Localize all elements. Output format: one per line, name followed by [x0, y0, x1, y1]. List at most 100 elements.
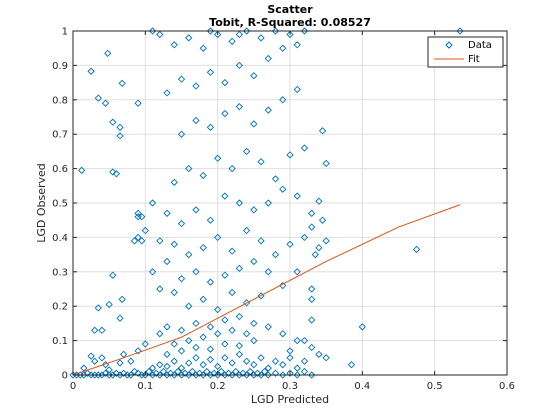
data-point	[221, 316, 229, 324]
y-tick-label: 0.1	[52, 336, 68, 347]
data-point	[315, 350, 323, 358]
data-point	[228, 164, 236, 173]
data-point	[279, 185, 287, 193]
data-point	[235, 61, 244, 70]
data-point	[308, 343, 316, 352]
data-point	[224, 369, 233, 377]
data-point	[206, 216, 215, 224]
data-point	[192, 319, 200, 328]
data-point	[250, 361, 258, 369]
data-point	[221, 371, 229, 379]
data-point	[119, 369, 128, 377]
fit-line	[72, 204, 461, 376]
data-point	[257, 354, 265, 362]
data-point	[170, 371, 178, 379]
data-point	[127, 371, 135, 379]
data-point	[177, 130, 186, 138]
data-point	[116, 123, 124, 131]
data-point	[177, 75, 186, 83]
data-point	[271, 357, 280, 365]
data-point	[138, 213, 146, 221]
data-point	[177, 347, 186, 355]
data-point	[286, 347, 294, 355]
y-tick-label: 1	[62, 27, 68, 38]
data-point	[412, 245, 421, 254]
data-point	[257, 371, 265, 379]
data-point	[177, 275, 186, 283]
data-point	[206, 355, 215, 364]
data-point	[286, 151, 294, 159]
data-point	[221, 192, 229, 200]
legend-data-label: Data	[468, 40, 492, 51]
data-point	[152, 369, 160, 377]
data-point	[206, 278, 215, 286]
data-point	[293, 268, 301, 276]
data-point	[286, 369, 294, 377]
data-point	[138, 237, 146, 245]
data-point	[456, 27, 464, 35]
data-point	[308, 371, 316, 379]
data-point	[192, 116, 200, 125]
data-point	[156, 285, 164, 293]
data-point	[250, 319, 258, 328]
data-point	[235, 199, 244, 207]
data-point	[242, 371, 251, 379]
data-point	[185, 164, 193, 173]
data-point	[134, 233, 142, 242]
data-point	[257, 158, 265, 166]
legend: Data Fit	[427, 36, 504, 68]
data-point	[250, 257, 258, 266]
data-point	[199, 295, 207, 303]
data-point	[199, 171, 207, 180]
data-point	[112, 369, 121, 377]
data-point	[315, 244, 323, 252]
data-point	[271, 369, 280, 377]
data-point	[170, 357, 178, 365]
data-point	[170, 288, 178, 297]
data-point	[293, 85, 301, 94]
data-point	[199, 244, 207, 252]
data-point	[156, 330, 164, 338]
data-point	[118, 295, 126, 303]
data-point	[206, 123, 215, 131]
data-point	[271, 175, 280, 183]
data-point	[235, 264, 244, 272]
data-point	[130, 237, 139, 245]
x-tick-label: 0.5	[427, 381, 443, 392]
ticks	[72, 30, 508, 376]
data-point	[279, 361, 287, 369]
x-tick-label: 0.6	[499, 381, 515, 392]
data-point	[177, 220, 186, 228]
data-point	[235, 103, 244, 111]
data-point	[109, 168, 117, 176]
data-point	[250, 120, 258, 128]
data-point	[98, 371, 106, 379]
data-point	[116, 371, 124, 379]
data-point	[214, 154, 222, 162]
x-tick-label: 0.1	[137, 381, 153, 392]
data-point	[148, 364, 157, 372]
chart-subtitle: Tobit, R-Squared: 0.08527	[209, 16, 371, 29]
data-points	[69, 27, 464, 379]
data-point	[177, 364, 186, 372]
data-point	[271, 27, 280, 35]
data-point	[156, 371, 164, 379]
data-point	[264, 323, 272, 331]
data-point	[322, 354, 330, 362]
data-point	[163, 89, 171, 97]
data-point	[185, 302, 193, 310]
legend-fit-label: Fit	[468, 54, 480, 65]
data-point	[279, 96, 287, 104]
y-tick-label: 0.5	[52, 199, 68, 210]
data-point	[156, 30, 164, 39]
data-point	[192, 206, 200, 214]
data-point	[293, 371, 301, 379]
data-point	[221, 271, 229, 279]
data-point	[83, 369, 92, 377]
data-point	[163, 362, 171, 371]
data-point	[235, 342, 244, 350]
data-point	[293, 41, 301, 49]
data-point	[214, 371, 222, 379]
data-point	[170, 340, 178, 348]
